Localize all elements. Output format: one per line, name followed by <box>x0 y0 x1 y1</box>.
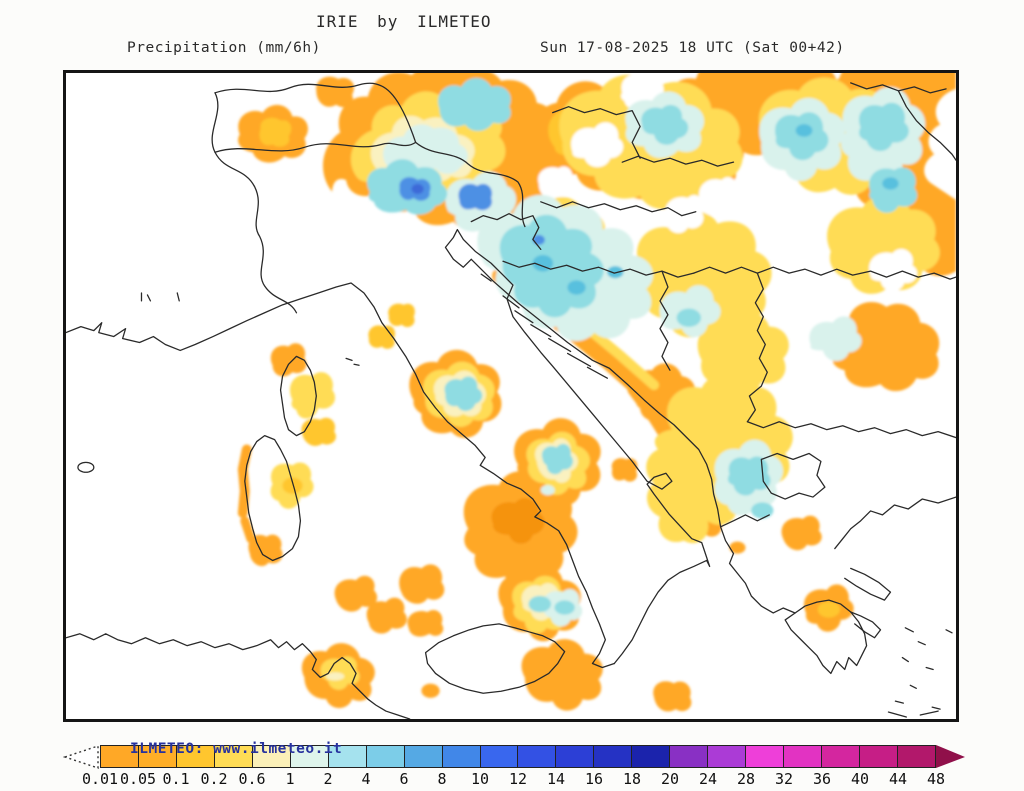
legend-color-box <box>898 746 935 767</box>
legend-tick-label: 2 <box>323 770 333 788</box>
legend-color-box <box>860 746 899 767</box>
legend-tick-label: 0.05 <box>119 770 157 788</box>
coastline-path <box>746 421 956 439</box>
coastline-path <box>414 141 526 228</box>
coastline-path <box>693 266 956 280</box>
coastline-path <box>844 567 953 718</box>
legend-color-box <box>252 746 291 767</box>
legend-color-box <box>101 746 139 767</box>
coastline-path <box>760 452 826 500</box>
legend-color-box <box>290 746 329 767</box>
precipitation-map <box>63 70 959 722</box>
legend-tick-label: 48 <box>926 770 946 788</box>
legend-tick-label: 6 <box>399 770 409 788</box>
legend-color-box <box>708 746 747 767</box>
legend-tick-label: 1 <box>285 770 295 788</box>
watermark: ILMETEO: www.ilmeteo.it <box>130 741 343 757</box>
precip-white-gaps <box>538 73 918 292</box>
color-scale-legend: 0.01 0.05 0.1 0.2 0.6 1 2 4 6 8 10 12 14 16 18 20 24 28 32… <box>63 741 965 790</box>
legend-color-box <box>328 746 367 767</box>
coastline-path <box>211 92 298 314</box>
legend-color-box <box>670 746 709 767</box>
legend-color-box <box>556 746 595 767</box>
coastline-path <box>480 273 608 379</box>
legend-tick-label: 36 <box>812 770 832 788</box>
legend-color-box <box>784 746 823 767</box>
coastline-path <box>834 496 956 550</box>
coastline-path <box>214 141 417 153</box>
coastline-path <box>77 357 360 473</box>
legend-tick-label: 4 <box>361 770 371 788</box>
coastline-path <box>470 258 796 614</box>
coastline-path <box>244 434 302 562</box>
coastline-path <box>552 106 735 167</box>
coastline-path <box>279 355 317 437</box>
precipitation-layer <box>237 73 956 712</box>
legend-color-box <box>480 746 519 767</box>
legend-left-arrow-icon <box>63 745 99 769</box>
legend-tick-label: 44 <box>888 770 908 788</box>
legend-tick-label: 18 <box>622 770 642 788</box>
legend-color-box <box>404 746 443 767</box>
legend-color-box <box>746 746 785 767</box>
legend-color-box <box>214 746 253 767</box>
precip-teal-blobs <box>532 124 899 295</box>
coastline-path <box>719 514 770 528</box>
legend-right-arrow-icon <box>936 745 965 768</box>
coastline-path <box>746 272 768 423</box>
legend-color-box <box>442 746 481 767</box>
legend-color-box <box>632 746 671 767</box>
legend-tick-label: 12 <box>508 770 528 788</box>
legend-color-box <box>518 746 557 767</box>
legend-color-box <box>138 746 177 767</box>
legend-tick-label: 14 <box>546 770 566 788</box>
legend-tick-label: 40 <box>850 770 870 788</box>
legend-color-box <box>176 746 215 767</box>
legend-tick-label: 0.1 <box>162 770 190 788</box>
legend-tick-label: 0.6 <box>238 770 266 788</box>
coastline-path <box>66 282 615 669</box>
coastline-path <box>444 228 711 665</box>
coastline-path <box>424 623 566 694</box>
coastline-path <box>66 633 411 719</box>
map-canvas <box>66 73 956 719</box>
coastline-path <box>659 270 671 371</box>
coastline-path <box>470 213 542 251</box>
legend-tick-label: 28 <box>736 770 756 788</box>
legend-tick-label: 10 <box>470 770 490 788</box>
page-title: IRIE by ILMETEO <box>316 12 492 31</box>
coastline-path <box>540 201 697 217</box>
coastline-path <box>784 599 868 675</box>
variable-label: Precipitation (mm/6h) <box>127 40 321 56</box>
legend-tick-label: 8 <box>437 770 447 788</box>
legend-tick-label: 24 <box>698 770 718 788</box>
legend-color-box <box>822 746 861 767</box>
legend-bar <box>100 745 936 768</box>
coastline-path <box>214 82 417 143</box>
precip-blue-blobs <box>399 177 545 245</box>
legend-tick-label: 32 <box>774 770 794 788</box>
legend-color-box <box>594 746 633 767</box>
coastline-layer <box>66 82 956 719</box>
legend-color-box <box>366 746 405 767</box>
legend-labels: 0.01 0.05 0.1 0.2 0.6 1 2 4 6 8 10 12 14 16 18 20 24 28 32… <box>82 770 945 790</box>
legend-tick-label: 20 <box>660 770 680 788</box>
valid-time-label: Sun 17-08-2025 18 UTC (Sat 00+42) <box>540 40 845 56</box>
legend-tick-label: 0.01 <box>81 770 119 788</box>
coastline-path <box>140 292 180 302</box>
legend-tick-label: 16 <box>584 770 604 788</box>
coastline-path <box>850 82 956 161</box>
legend-tick-label: 0.2 <box>200 770 228 788</box>
